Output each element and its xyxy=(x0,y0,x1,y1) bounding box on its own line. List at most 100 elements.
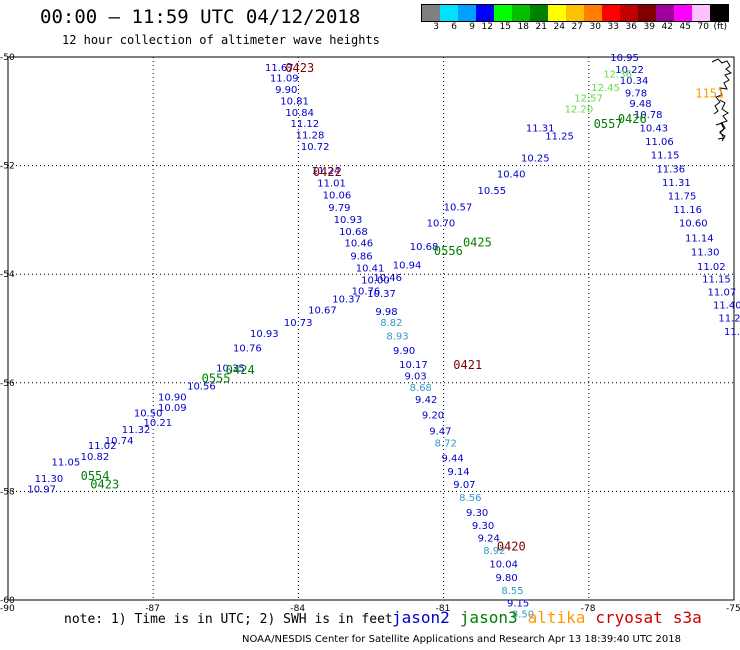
colorbar-label: 45 xyxy=(679,22,691,32)
colorbar-label: 27 xyxy=(571,22,583,32)
wave-height-value: 8.82 xyxy=(380,318,402,329)
colorbar-swatch xyxy=(566,5,584,21)
colorbar-swatch xyxy=(638,5,656,21)
wave-height-value: 11.30 xyxy=(35,474,64,485)
wave-height-value: 11.16 xyxy=(673,205,702,216)
wave-height-value: 10.46 xyxy=(373,273,402,284)
wave-height-value: 9.48 xyxy=(629,99,651,110)
pass-time-label: 0555 xyxy=(202,371,231,385)
wave-height-value: 9.90 xyxy=(275,85,297,96)
wave-height-value: 9.78 xyxy=(625,88,647,99)
coastline-shape xyxy=(711,58,733,142)
wave-height-value: 11.15 xyxy=(651,151,680,162)
wave-height-value: 12.57 xyxy=(574,94,603,105)
colorbar-label: 42 xyxy=(661,22,673,32)
colorbar-label: 3 xyxy=(433,22,439,32)
wave-height-value: 10.55 xyxy=(477,186,506,197)
wave-height-value: 10.50 xyxy=(134,409,163,420)
colorbar-label: 18 xyxy=(517,22,529,32)
satellite-legend: jason2 jason3 altika cryosat s3a xyxy=(392,608,712,627)
colorbar-label: 12 xyxy=(481,22,493,32)
wave-height-value: 9.03 xyxy=(405,372,427,383)
wave-height-value: 12.36 xyxy=(603,69,632,80)
wave-height-value: 10.37 xyxy=(367,289,396,300)
wave-height-value: 10.60 xyxy=(679,219,708,230)
wave-height-value: 11.02 xyxy=(88,441,117,452)
wave-height-value: 10.37 xyxy=(332,295,361,306)
pass-time-label: 0557 xyxy=(594,117,623,131)
wave-height-value: 11.06 xyxy=(645,137,674,148)
footer-credit: NOAA/NESDIS Center for Satellite Applica… xyxy=(242,634,681,645)
legend-entry-s3a: s3a xyxy=(672,608,702,627)
colorbar-label: 24 xyxy=(553,22,565,32)
y-tick-label: -60 xyxy=(0,596,15,606)
wave-height-value: 10.25 xyxy=(521,153,550,164)
wave-height-value: 11.75 xyxy=(668,191,697,202)
pass-time-label: 0421 xyxy=(453,358,482,372)
wave-height-value: 10.34 xyxy=(620,76,649,87)
wave-height-value: 10.84 xyxy=(285,108,314,119)
wave-height-value: 10.56 xyxy=(187,382,216,393)
colorbar-label: 36 xyxy=(625,22,637,32)
wave-height-value: 11.30 xyxy=(691,247,720,258)
pass-time-label: 0426 xyxy=(618,112,647,126)
wave-height-value: 9.14 xyxy=(447,467,469,478)
wave-height-value: 10.22 xyxy=(615,65,644,76)
pass-time-label: 0420 xyxy=(497,540,526,554)
colorbar-swatch xyxy=(530,5,548,21)
wave-height-value: 11.21 xyxy=(718,314,740,325)
wave-height-value: 10.17 xyxy=(399,360,428,371)
colorbar-swatch xyxy=(548,5,566,21)
wave-height-value: 8.92 xyxy=(483,546,505,557)
wave-height-value: 10.43 xyxy=(640,124,669,135)
wave-height-value: 9.24 xyxy=(478,534,500,545)
wave-height-value: 11.31 xyxy=(662,178,691,189)
x-tick-label: -84 xyxy=(290,604,305,614)
y-tick-label: -52 xyxy=(0,162,15,172)
wave-height-value: 9.86 xyxy=(350,252,372,263)
x-tick-label: -78 xyxy=(581,604,596,614)
colorbar-label: 6 xyxy=(451,22,457,32)
pass-time-label: 0423 xyxy=(285,61,314,75)
wave-height-value: 10.68 xyxy=(410,242,439,253)
map-frame xyxy=(7,56,735,601)
wave-height-value: 10.93 xyxy=(250,329,279,340)
wave-height-value: 12.20 xyxy=(565,105,594,116)
x-tick-label: -75 xyxy=(726,604,740,614)
wave-height-value: 10.90 xyxy=(158,392,187,403)
wave-height-value: 10.40 xyxy=(497,170,526,181)
pass-time-label: 0422 xyxy=(313,165,342,179)
wave-height-value: 11.15 xyxy=(702,275,731,286)
wave-height-value: 9.90 xyxy=(393,346,415,357)
colorbar-swatch xyxy=(458,5,476,21)
wave-height-value: 10.82 xyxy=(81,452,110,463)
wave-height-value: 11.67 xyxy=(265,63,294,74)
wave-height-value: 10.94 xyxy=(393,260,422,271)
colorbar-swatch xyxy=(602,5,620,21)
wave-height-value: 11.01 xyxy=(317,178,346,189)
wave-height-value: 10.95 xyxy=(610,53,639,64)
colorbar-swatch xyxy=(422,5,440,21)
wave-height-colorbar xyxy=(421,4,729,22)
colorbar-swatch xyxy=(656,5,674,21)
map-title: 00:00 – 11:59 UTC 04/12/2018 xyxy=(40,6,361,28)
colorbar-label: 9 xyxy=(469,22,475,32)
y-tick-label: -58 xyxy=(0,487,15,497)
wave-height-value: 11.07 xyxy=(708,288,737,299)
pass-time-label: 0554 xyxy=(81,469,110,483)
colorbar-label: 33 xyxy=(607,22,619,32)
wave-height-value: 10.73 xyxy=(284,318,313,329)
colorbar-label: 39 xyxy=(643,22,655,32)
wave-height-value: 10.93 xyxy=(334,215,363,226)
colorbar-swatch xyxy=(674,5,692,21)
legend-entry-jason3: jason3 xyxy=(459,608,518,627)
x-tick-label: -87 xyxy=(145,604,160,614)
wave-height-value: 11.36 xyxy=(656,164,685,175)
wave-height-value: 11.32 xyxy=(122,425,151,436)
wave-height-value: 10.70 xyxy=(427,219,456,230)
wave-height-value: 12.45 xyxy=(591,83,620,94)
wave-height-value: 9.42 xyxy=(415,395,437,406)
wave-height-value: 8.50 xyxy=(512,610,534,621)
